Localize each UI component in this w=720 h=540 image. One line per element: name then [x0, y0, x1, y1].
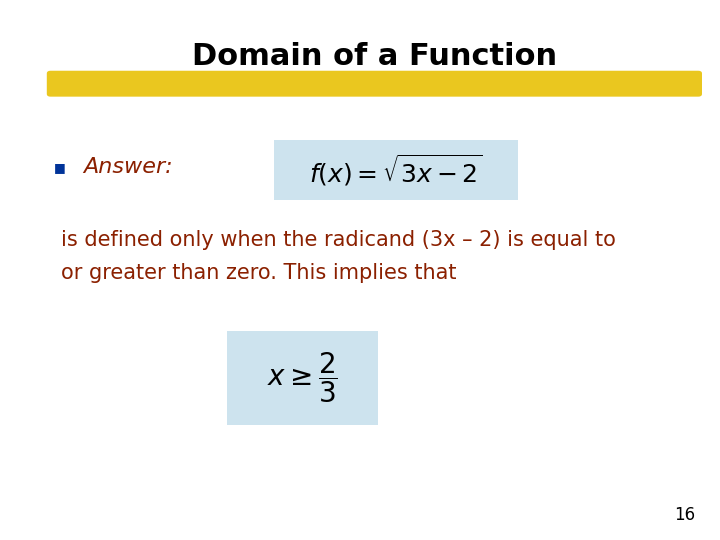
Text: 16: 16: [674, 506, 695, 524]
Text: is defined only when the radicand (3x – 2) is equal to: is defined only when the radicand (3x – …: [61, 230, 616, 251]
Text: $x \geq \dfrac{2}{3}$: $x \geq \dfrac{2}{3}$: [267, 350, 338, 406]
Text: $f(x) = \sqrt{3x-2}$: $f(x) = \sqrt{3x-2}$: [309, 152, 483, 188]
Text: ■: ■: [54, 161, 66, 174]
FancyBboxPatch shape: [227, 330, 378, 426]
Text: Domain of a Function: Domain of a Function: [192, 42, 557, 71]
Text: or greater than zero. This implies that: or greater than zero. This implies that: [61, 262, 456, 283]
Text: Answer:: Answer:: [83, 157, 172, 178]
FancyBboxPatch shape: [47, 71, 702, 97]
FancyBboxPatch shape: [274, 140, 518, 200]
